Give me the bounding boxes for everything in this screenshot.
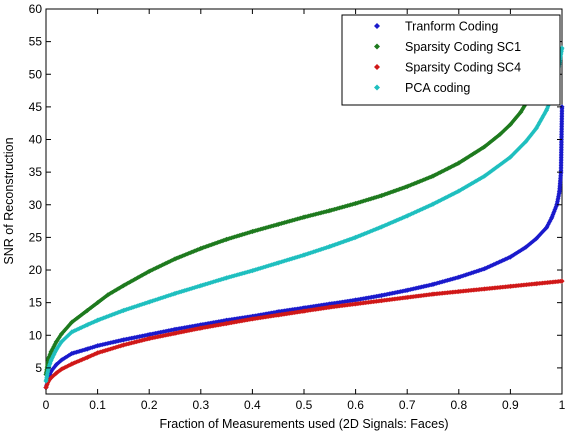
- y-tick-label: 60: [29, 2, 43, 16]
- series-marker: [51, 344, 57, 350]
- x-axis: 0 0.1 0.2 0.3 0.4 0.5 0.6 0.7 0.8 0.9 1: [43, 9, 566, 412]
- y-axis-label: SNR of Reconstruction: [2, 137, 16, 264]
- data-point: [53, 362, 59, 368]
- series-2: [43, 278, 565, 391]
- x-tick-label: 0.5: [296, 398, 313, 412]
- y-tick-label: 35: [29, 165, 43, 179]
- x-tick-label: 0.9: [502, 398, 519, 412]
- legend-marker: [374, 23, 380, 29]
- y-tick-label: 20: [29, 263, 43, 277]
- series-marker: [545, 221, 551, 227]
- series-marker: [502, 126, 508, 132]
- data-point: [58, 357, 65, 363]
- x-tick-label: 0.8: [450, 398, 467, 412]
- legend-label: Tranform Coding: [405, 20, 498, 34]
- series-marker: [55, 361, 61, 366]
- x-tick-label: 0.3: [192, 398, 209, 412]
- legend-marker: [374, 43, 380, 50]
- data-point: [58, 331, 65, 337]
- y-tick-label: 40: [29, 133, 43, 147]
- series-marker: [64, 353, 70, 359]
- y-tick-label: 15: [29, 296, 43, 310]
- legend: Tranform Coding Sparsity Coding SC1 Sparsi…: [341, 14, 561, 106]
- data-point: [48, 348, 54, 355]
- y-tick-label: 10: [29, 328, 43, 342]
- legend-label: PCA coding: [405, 81, 470, 95]
- x-tick-label: 0.2: [141, 398, 158, 412]
- series-marker: [60, 330, 66, 336]
- data-point: [48, 375, 54, 381]
- x-tick-label: 0.1: [89, 398, 106, 412]
- x-tick-label: 0: [43, 398, 50, 412]
- data-point: [559, 278, 565, 284]
- y-tick-label: 25: [29, 230, 43, 244]
- series-marker: [66, 332, 72, 337]
- series-marker: [63, 354, 69, 360]
- x-tick-label: 0.7: [399, 398, 416, 412]
- y-tick-label: 45: [29, 100, 43, 114]
- y-tick-label: 50: [29, 67, 43, 81]
- legend-box: [341, 14, 561, 106]
- y-tick-label: 30: [29, 198, 43, 212]
- data-point: [559, 45, 565, 51]
- data-point: [497, 131, 503, 137]
- series-marker: [62, 327, 68, 333]
- legend-label: Sparsity Coding SC1: [405, 40, 521, 54]
- y-tick-label: 5: [35, 361, 42, 375]
- x-tick-label: 1: [559, 398, 566, 412]
- y-tick-label: 55: [29, 35, 43, 49]
- series-marker: [67, 322, 72, 328]
- x-tick-label: 0.6: [347, 398, 364, 412]
- data-point: [58, 339, 65, 345]
- series-marker: [64, 325, 70, 330]
- y-axis: 5 10 15 20 25 30 35 40 45 50 55 60: [29, 2, 562, 375]
- series-layer: [43, 45, 565, 391]
- series-marker: [50, 374, 55, 379]
- series-marker: [52, 342, 57, 348]
- legend-marker: [374, 84, 380, 91]
- series-marker: [498, 130, 504, 136]
- x-axis-label: Fraction of Measurements used (2D Signal…: [159, 417, 448, 431]
- legend-marker: [374, 64, 380, 70]
- x-tick-label: 0.4: [244, 398, 261, 412]
- series-marker: [505, 124, 511, 130]
- legend-label: Sparsity Coding SC4: [405, 61, 521, 75]
